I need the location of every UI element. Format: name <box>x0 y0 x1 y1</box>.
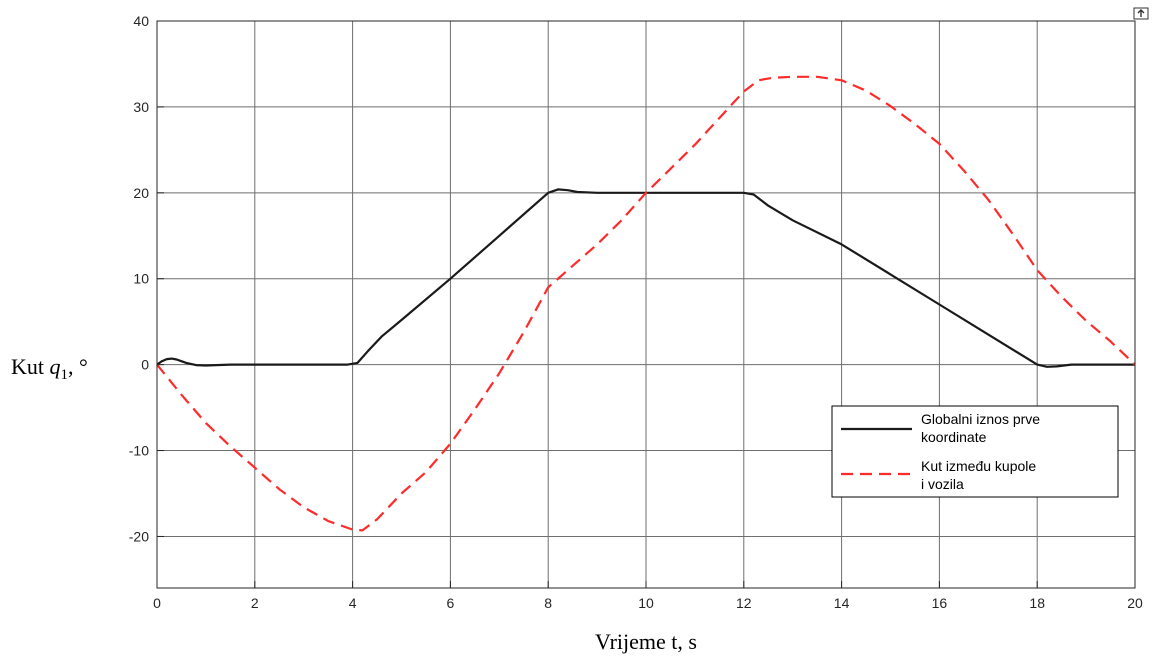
y-axis-title: Kut q1, ° <box>11 354 88 383</box>
x-tick-label: 2 <box>251 595 259 611</box>
x-tick-label: 16 <box>932 595 948 611</box>
axis-ticks: 0 2 4 6 8 10 12 14 16 18 20 -20 -10 0 10 20 30 40 <box>129 13 1143 611</box>
y-axis-title-prefix: Kut <box>11 354 50 379</box>
y-tick-label: 40 <box>133 13 149 29</box>
legend-label-kut-line2: i vozila <box>921 476 964 492</box>
legend-label-global-line1: Globalni iznos prve <box>921 411 1040 427</box>
x-tick-label: 10 <box>638 595 654 611</box>
x-tick-label: 6 <box>447 595 455 611</box>
y-tick-label: 0 <box>141 357 149 373</box>
y-tick-label: 10 <box>133 271 149 287</box>
series-line-1 <box>156 188 1135 368</box>
legend-label-kut-line1: Kut između kupole <box>921 458 1036 474</box>
x-tick-label: 0 <box>153 595 161 611</box>
x-tick-label: 20 <box>1127 595 1143 611</box>
export-icon[interactable] <box>1133 7 1149 20</box>
x-tick-label: 18 <box>1029 595 1045 611</box>
x-tick-label: 4 <box>349 595 357 611</box>
y-axis-title-variable: q <box>50 354 61 379</box>
legend: Globalni iznos prve koordinate Kut izmeđ… <box>831 405 1119 498</box>
y-tick-label: -10 <box>129 443 149 459</box>
x-tick-label: 12 <box>736 595 752 611</box>
x-tick-label: 8 <box>544 595 552 611</box>
y-tick-label: 20 <box>133 185 149 201</box>
series-line-2 <box>156 75 1136 532</box>
y-tick-label: -20 <box>129 528 149 544</box>
legend-box <box>831 405 1119 498</box>
x-tick-label: 14 <box>834 595 850 611</box>
data-series <box>156 75 1136 532</box>
x-axis-title: Vrijeme t, s <box>595 629 697 654</box>
legend-label-global-line2: koordinate <box>921 429 987 445</box>
y-tick-label: 30 <box>133 99 149 115</box>
y-axis-title-suffix: , ° <box>68 354 88 379</box>
y-axis-title-subscript: 1 <box>61 367 69 383</box>
